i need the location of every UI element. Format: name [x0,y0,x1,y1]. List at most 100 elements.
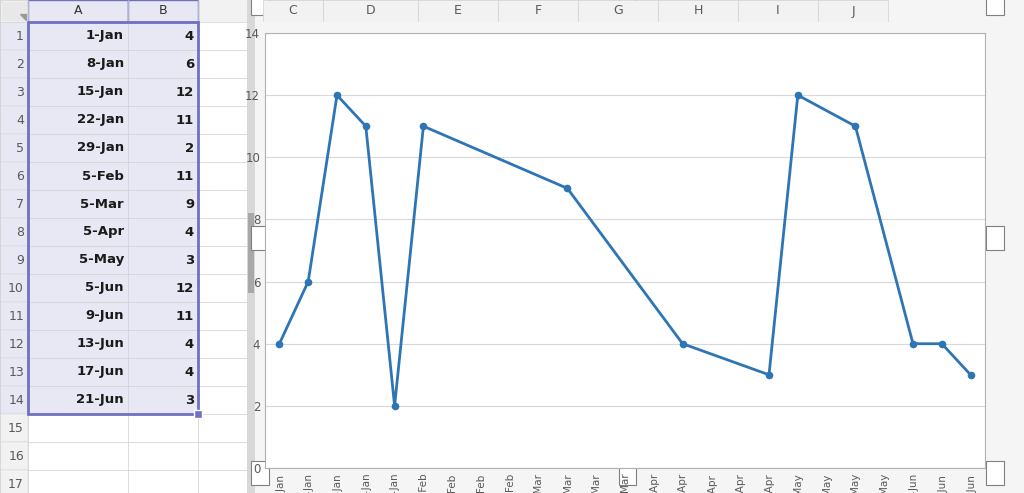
Bar [28,162,198,190]
Text: I: I [776,4,780,17]
Bar [248,213,254,293]
Bar [128,0,198,22]
Bar [28,358,198,386]
Bar [28,22,198,50]
Bar [251,461,269,485]
Bar [28,302,198,330]
Bar [28,246,198,274]
Bar [618,0,636,15]
Text: 7: 7 [16,198,24,211]
Bar [28,78,198,106]
Bar [0,386,28,414]
Polygon shape [20,14,26,20]
Polygon shape [2,2,26,20]
Text: 4: 4 [16,113,24,127]
Bar [0,134,28,162]
Text: 14: 14 [8,393,24,407]
Bar [251,0,269,15]
Bar [251,226,269,250]
Bar [0,162,28,190]
Text: 21-Jun: 21-Jun [77,393,124,407]
Bar [0,0,28,22]
Text: 29-Jan: 29-Jan [77,141,124,154]
Text: 3: 3 [16,85,24,99]
Text: 3: 3 [184,393,194,407]
Text: J: J [851,4,855,17]
Text: 5-Feb: 5-Feb [82,170,124,182]
Bar [986,0,1004,15]
Text: 15-Jan: 15-Jan [77,85,124,99]
Bar [28,22,255,493]
Text: 10: 10 [8,282,24,294]
Bar [0,218,28,246]
Bar [263,0,323,22]
Bar [0,246,28,274]
Text: 4: 4 [184,338,194,351]
Text: 11: 11 [176,310,194,322]
Text: 4: 4 [184,365,194,379]
Bar [28,218,198,246]
Bar [28,190,198,218]
Bar [418,0,498,22]
Text: 12: 12 [176,85,194,99]
Text: 5-May: 5-May [79,253,124,267]
Bar [0,0,255,22]
Text: 3: 3 [184,253,194,267]
Text: 11: 11 [8,310,24,322]
Text: 11: 11 [176,170,194,182]
Bar [28,0,128,22]
Bar [28,22,198,414]
Text: 5-Jun: 5-Jun [85,282,124,294]
Bar [28,50,198,78]
Text: 5-Apr: 5-Apr [83,225,124,239]
Bar [618,461,636,485]
Text: 2: 2 [16,58,24,70]
Text: C: C [289,4,297,17]
Bar [0,50,28,78]
Text: D: D [366,4,376,17]
Text: 9: 9 [16,253,24,267]
Bar [0,190,28,218]
Text: 9-Jun: 9-Jun [85,310,124,322]
Text: G: G [613,4,623,17]
Text: 4: 4 [184,30,194,42]
Bar [0,358,28,386]
Text: 11: 11 [176,113,194,127]
Bar [658,0,738,22]
Text: 8: 8 [16,225,24,239]
Bar [194,410,202,418]
Bar [986,226,1004,250]
Text: 17: 17 [8,478,24,491]
Bar [0,330,28,358]
Text: 1-Jan: 1-Jan [86,30,124,42]
Title: Chart Title: Chart Title [574,7,676,26]
Bar [818,0,888,22]
Text: 12: 12 [176,282,194,294]
Text: 17-Jun: 17-Jun [77,365,124,379]
Bar [28,274,198,302]
Bar [498,0,578,22]
Text: 2: 2 [185,141,194,154]
Bar [0,22,28,50]
Text: B: B [159,4,167,17]
Text: 6: 6 [184,58,194,70]
Bar [0,302,28,330]
Bar [28,386,198,414]
Text: 13: 13 [8,365,24,379]
Bar [0,414,28,442]
Bar [28,330,198,358]
Bar [28,106,198,134]
Text: F: F [535,4,542,17]
Bar [0,470,28,493]
Text: 13-Jun: 13-Jun [76,338,124,351]
Bar [578,0,658,22]
Text: 5-Mar: 5-Mar [80,198,124,211]
Bar [323,0,418,22]
Text: A: A [74,4,82,17]
Bar [28,134,198,162]
Text: 22-Jan: 22-Jan [77,113,124,127]
Bar [0,442,28,470]
Bar [986,461,1004,485]
Text: 8-Jan: 8-Jan [86,58,124,70]
Bar [738,0,818,22]
